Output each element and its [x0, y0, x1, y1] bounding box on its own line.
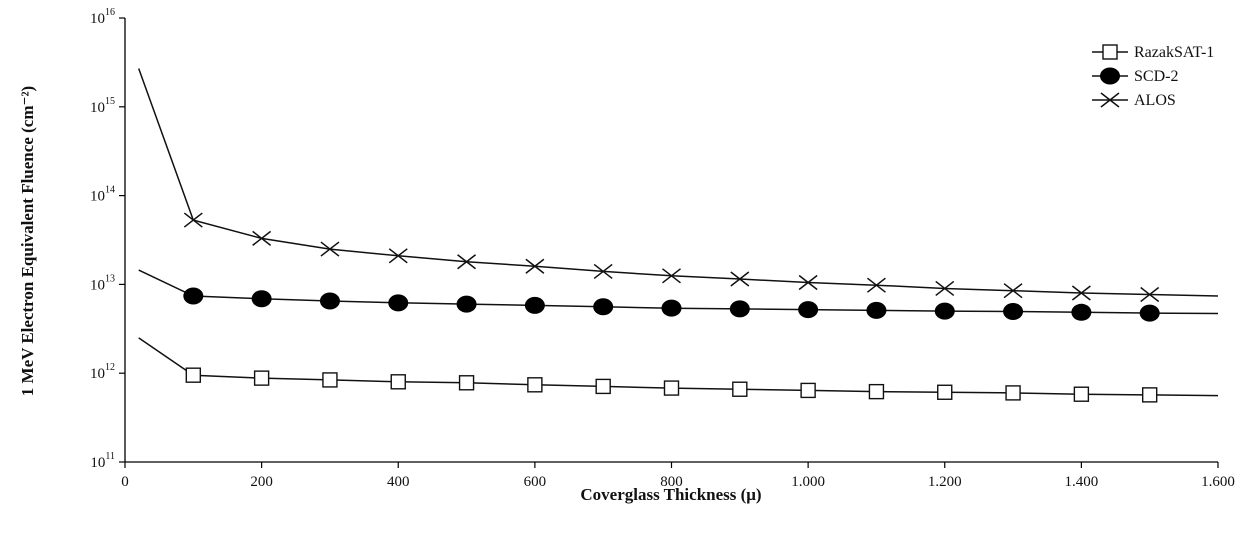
data-point-alos: [662, 268, 681, 284]
y-tick-label: 1013: [90, 273, 115, 293]
data-point-razaksat-1: [937, 384, 953, 400]
legend-marker-razaksat-1: [1102, 44, 1118, 60]
y-tick-label: 1012: [90, 362, 115, 382]
data-point-alos: [935, 280, 955, 297]
x-axis: 0 200 400 600 800 1.000 1.200 1.400 1.600: [121, 461, 1235, 490]
y-axis: 1011 1012 1013 1014 1015 1016: [90, 7, 126, 471]
data-point-scd-2: [866, 301, 887, 319]
legend-item-scd-2: SCD-2: [1092, 67, 1178, 85]
legend: RazakSAT-1 SCD-2 ALOS: [1092, 44, 1214, 109]
data-point-scd-2: [1003, 303, 1024, 321]
x-tick-label: 200: [250, 474, 273, 490]
data-point-razaksat-1: [1141, 387, 1158, 403]
data-point-razaksat-1: [663, 380, 680, 396]
series-razaksat-1: [138, 337, 1219, 403]
x-tick-label: 800: [660, 474, 683, 490]
data-point-razaksat-1: [458, 375, 475, 391]
data-point-alos: [1003, 283, 1023, 299]
data-point-scd-2: [729, 300, 750, 318]
data-point-scd-2: [251, 290, 272, 308]
y-tick-label: 1015: [90, 96, 115, 116]
data-point-razaksat-1: [527, 377, 543, 393]
data-point-razaksat-1: [390, 374, 406, 390]
y-tick-label: 1014: [90, 185, 115, 205]
y-axis-title: 1 MeV Electron Equivalent Fluence (cm⁻²): [18, 86, 37, 396]
legend-label: RazakSAT-1: [1134, 44, 1214, 61]
data-point-alos: [593, 263, 613, 280]
y-tick-label: 1011: [90, 451, 115, 471]
data-point-scd-2: [388, 294, 409, 312]
data-point-razaksat-1: [1073, 386, 1090, 402]
legend-marker-alos: [1100, 92, 1120, 108]
data-point-scd-2: [319, 292, 340, 310]
data-point-scd-2: [798, 301, 819, 319]
series-line-alos: [137, 68, 1219, 297]
legend-label: SCD-2: [1134, 68, 1178, 85]
data-point-razaksat-1: [800, 382, 816, 399]
data-point-scd-2: [934, 302, 955, 320]
x-tick-label: 0: [121, 474, 129, 490]
data-point-scd-2: [456, 295, 477, 313]
x-tick-label: 1.400: [1065, 474, 1099, 490]
x-tick-label: 600: [524, 474, 547, 490]
data-point-scd-2: [524, 296, 545, 314]
data-point-alos: [730, 271, 750, 287]
data-point-alos: [457, 254, 477, 270]
data-point-alos: [183, 212, 203, 228]
x-axis-title: Coverglass Thickness (μ): [580, 485, 761, 504]
legend-label: ALOS: [1134, 92, 1176, 109]
y-tick-label: 1016: [90, 7, 115, 27]
data-point-razaksat-1: [253, 370, 270, 386]
series-scd-2: [138, 269, 1219, 322]
legend-item-alos: ALOS: [1092, 92, 1176, 109]
data-point-razaksat-1: [322, 372, 338, 388]
data-point-alos: [1071, 285, 1091, 301]
series-layer: [137, 68, 1219, 403]
data-point-razaksat-1: [595, 378, 611, 395]
data-point-razaksat-1: [1005, 385, 1021, 401]
data-point-alos: [1140, 286, 1160, 303]
x-tick-label: 1.000: [791, 474, 825, 490]
legend-marker-scd-2: [1100, 67, 1120, 85]
x-tick-label: 400: [387, 474, 410, 490]
data-point-alos: [525, 258, 545, 274]
data-point-alos: [798, 274, 818, 291]
data-point-razaksat-1: [868, 383, 885, 400]
data-point-razaksat-1: [732, 381, 748, 397]
data-point-alos: [388, 248, 408, 264]
data-point-razaksat-1: [185, 367, 202, 383]
data-point-scd-2: [593, 298, 614, 316]
x-tick-label: 1.600: [1201, 474, 1235, 490]
data-point-scd-2: [661, 299, 682, 317]
data-point-scd-2: [1071, 303, 1092, 321]
x-tick-label: 1.200: [928, 474, 962, 490]
data-point-alos: [320, 241, 340, 257]
data-point-alos: [866, 277, 886, 293]
data-point-scd-2: [183, 287, 204, 305]
data-point-alos: [252, 230, 272, 246]
series-alos: [137, 68, 1219, 303]
legend-item-razaksat-1: RazakSAT-1: [1092, 44, 1214, 61]
data-point-scd-2: [1139, 304, 1160, 322]
